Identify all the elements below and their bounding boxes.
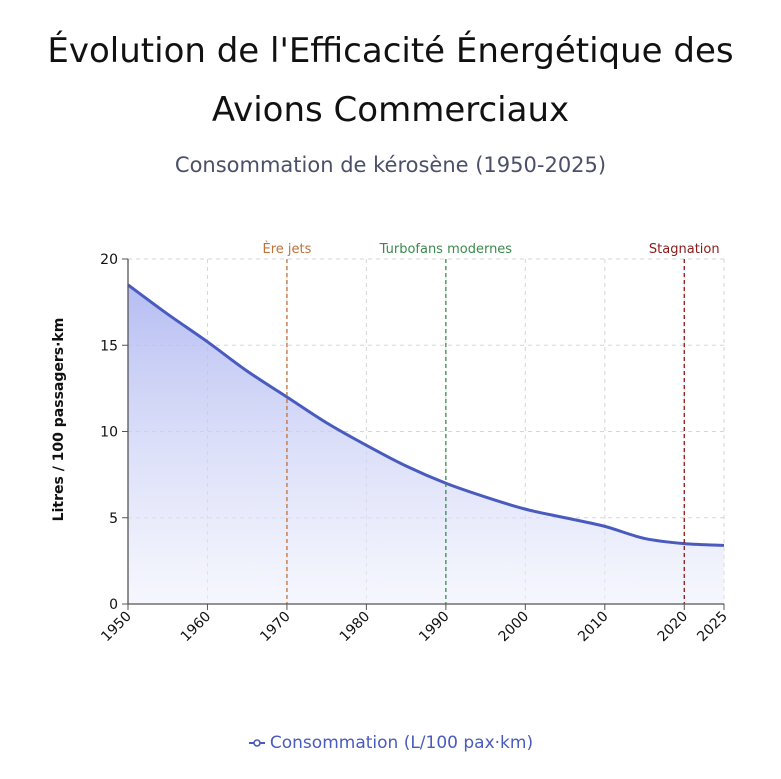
x-tick-label: 2025 [694,609,731,646]
x-tick-label: 2010 [575,609,612,646]
x-tick-label: 1950 [98,609,135,646]
y-tick-label: 15 [100,338,118,354]
legend[interactable]: Consommation (L/100 pax·km) [0,733,781,753]
x-tick-label: 2020 [655,609,692,646]
chart-subtitle: Consommation de kérosène (1950-2025) [174,153,607,177]
annotation-label: Turbofans modernes [379,242,513,257]
y-tick-label: 0 [109,597,118,613]
x-tick-label: 1980 [337,609,374,646]
y-tick-label: 20 [100,252,118,268]
x-tick-label: 2000 [496,609,533,646]
annotation-label: Ère jets [262,241,311,257]
series-line [127,283,725,547]
area-fill [128,284,724,604]
chart-title: Évolution de l'Efficacité Énergétique de… [47,31,734,130]
legend-label: Consommation (L/100 pax·km) [269,733,534,753]
y-tick-label: 5 [109,511,118,527]
x-tick-label: 1960 [178,609,215,646]
annotation-label: Stagnation [649,242,720,257]
legend-line-icon [248,739,265,747]
x-tick-label: 1970 [257,609,294,646]
y-axis-label: Litres / 100 passagers·km [51,318,67,522]
y-tick-label: 10 [100,425,118,441]
x-tick-label: 1990 [416,609,453,646]
